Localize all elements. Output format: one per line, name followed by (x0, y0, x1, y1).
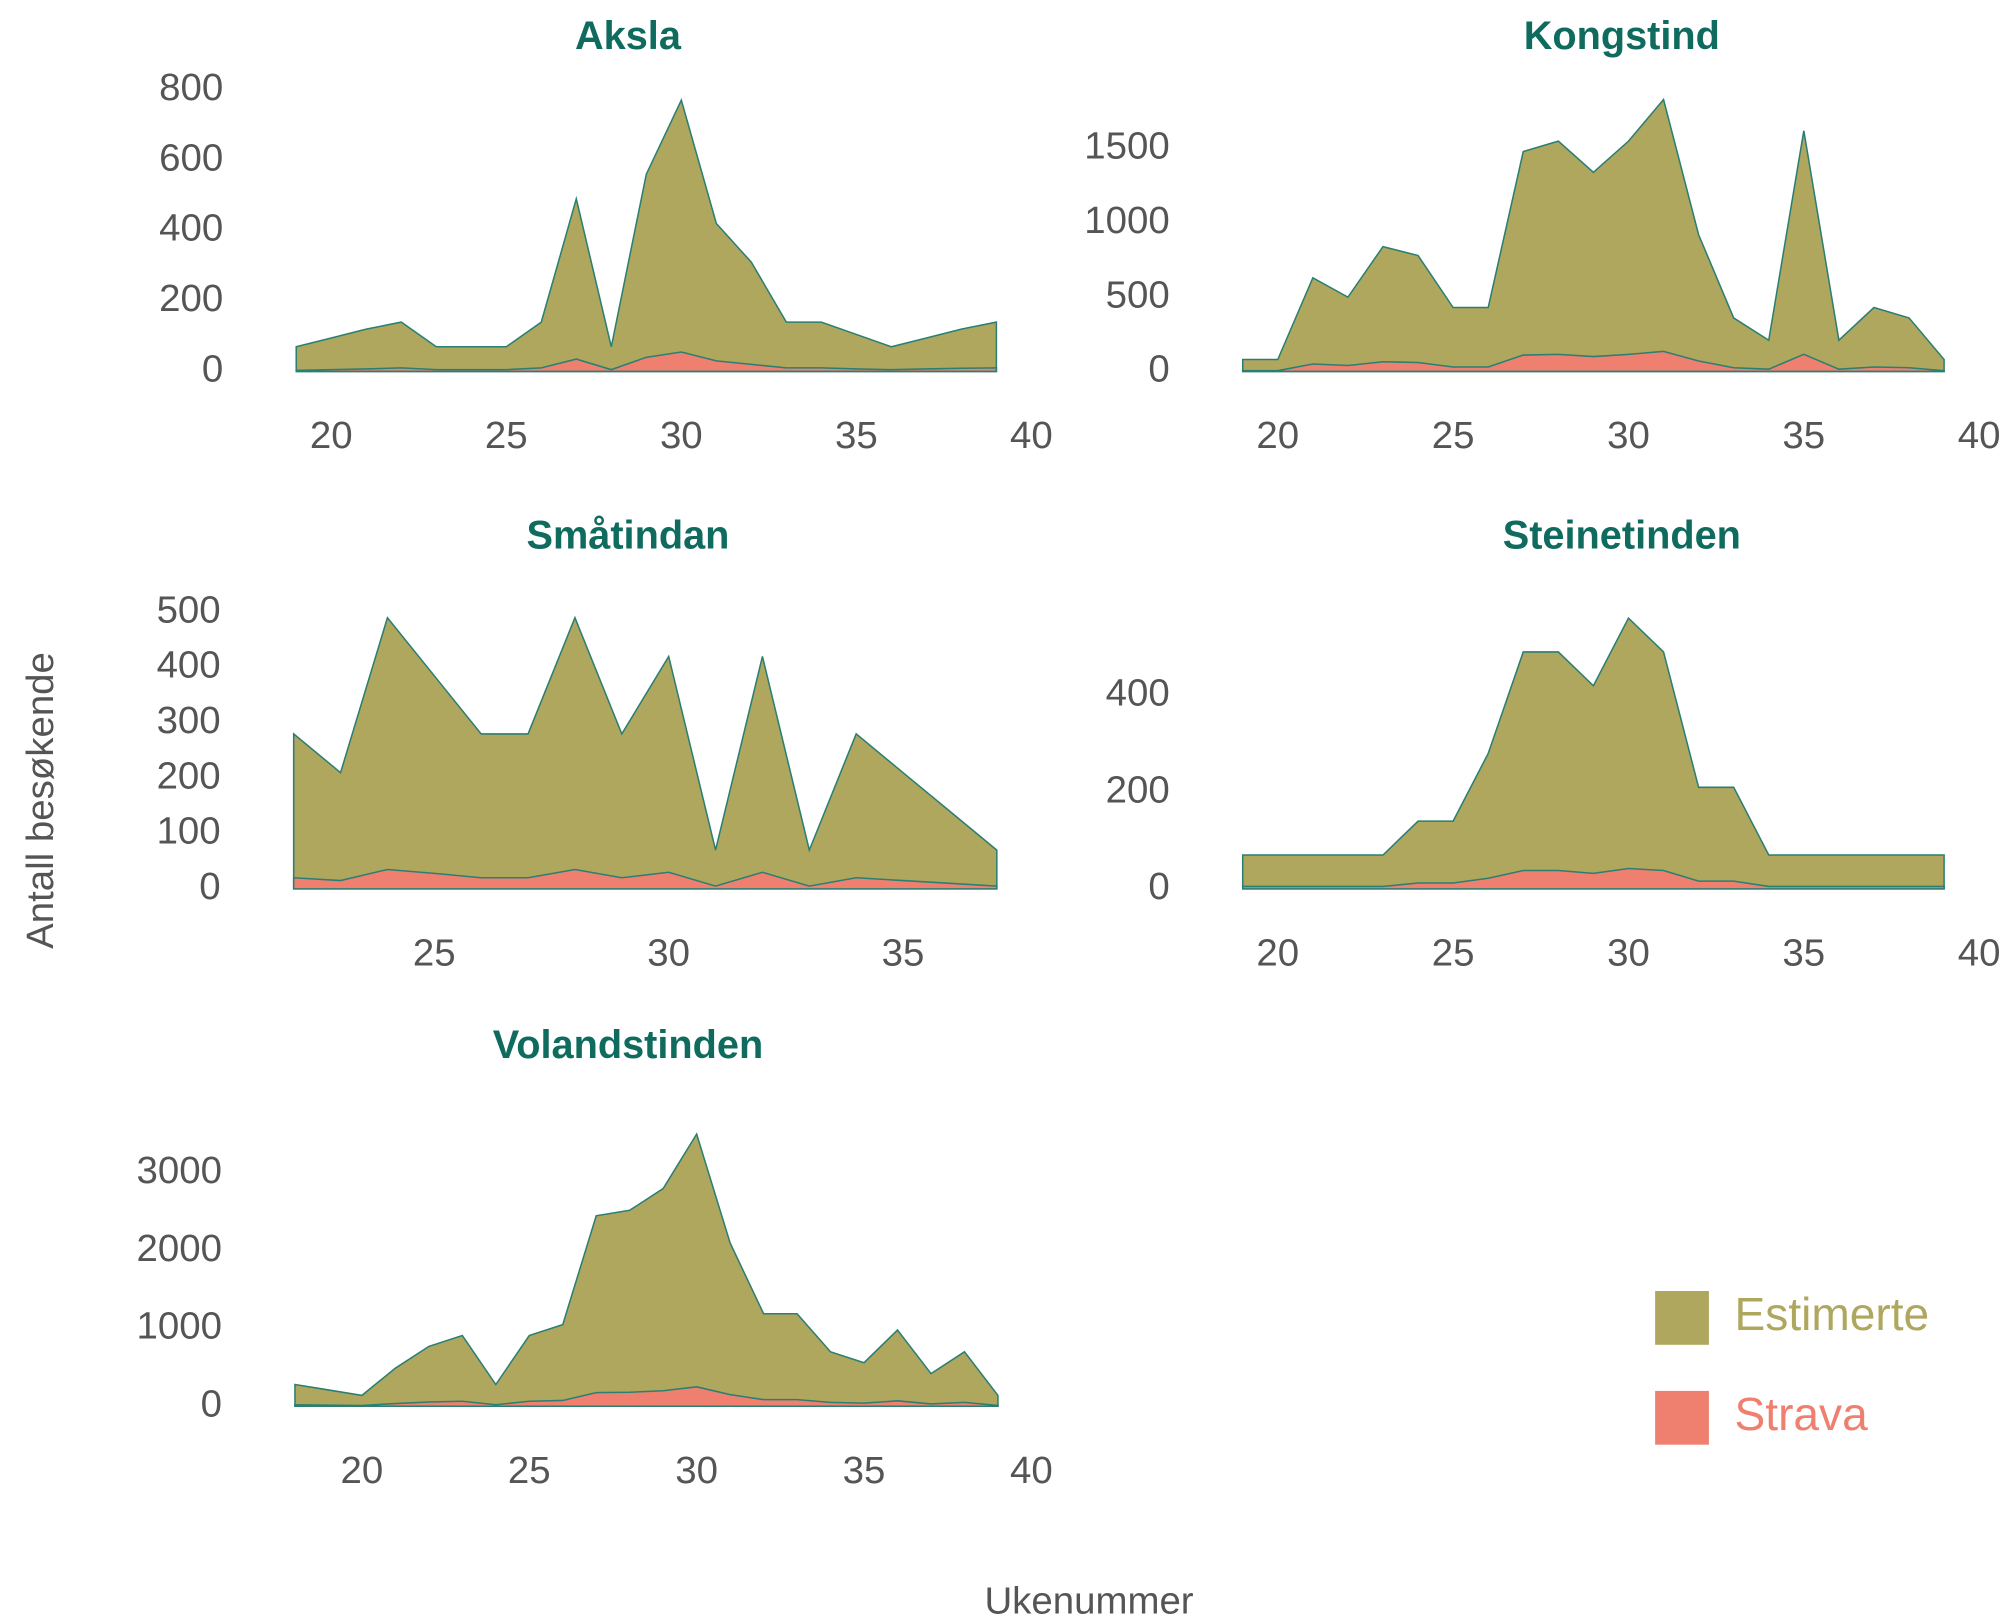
y-tick-label: 1000 (1084, 199, 1169, 242)
x-tick-label: 30 (660, 414, 703, 457)
area (295, 98, 998, 373)
x-tick-label: 25 (413, 932, 456, 975)
area (1241, 97, 1945, 373)
y-axis-label: Antall besøkende (19, 652, 62, 949)
y-tick-label: 400 (159, 207, 223, 250)
panel-title: Småtindan (527, 513, 730, 557)
area (295, 351, 998, 373)
y-tick-label: 0 (1148, 865, 1169, 908)
area (294, 1386, 999, 1408)
x-tick-label: 35 (1782, 414, 1825, 457)
y-tick-label: 1000 (137, 1305, 222, 1348)
y-tick-label: 300 (157, 699, 221, 742)
panel-title: Steinetinden (1503, 513, 1741, 557)
area (1241, 867, 1945, 890)
x-tick-label: 30 (647, 932, 690, 975)
panel-title: Aksla (575, 14, 682, 58)
x-tick-label: 20 (1256, 932, 1299, 975)
y-tick-label: 400 (157, 644, 221, 687)
y-tick-label: 100 (157, 810, 221, 853)
y-tick-label: 1500 (1084, 125, 1169, 168)
y-tick-label: 200 (1106, 768, 1170, 811)
y-tick-label: 0 (201, 1382, 222, 1425)
y-tick-label: 0 (199, 865, 220, 908)
legend-swatch (1655, 1390, 1709, 1445)
legend-swatch (1655, 1291, 1709, 1345)
y-tick-label: 0 (202, 348, 223, 391)
y-tick-label: 200 (157, 754, 221, 797)
x-tick-label: 40 (1010, 414, 1053, 457)
y-tick-label: 400 (1106, 672, 1170, 715)
x-tick-label: 35 (1782, 932, 1825, 975)
panel-title: Volandstinden (493, 1023, 763, 1067)
x-tick-label: 40 (1958, 932, 2001, 975)
y-tick-label: 3000 (137, 1149, 222, 1192)
y-tick-label: 200 (159, 277, 223, 320)
x-tick-label: 35 (835, 414, 878, 457)
y-tick-label: 2000 (137, 1227, 222, 1270)
area (294, 1132, 999, 1408)
x-tick-label: 30 (675, 1449, 718, 1492)
x-tick-label: 40 (1958, 414, 2001, 457)
area (1241, 350, 1945, 373)
x-tick-label: 40 (1010, 1449, 1053, 1492)
x-tick-label: 25 (485, 414, 528, 457)
x-tick-label: 20 (310, 414, 353, 457)
area (1241, 616, 1945, 890)
x-tick-label: 20 (341, 1449, 384, 1492)
y-tick-label: 0 (1148, 348, 1169, 391)
y-tick-label: 500 (1106, 273, 1170, 316)
x-tick-label: 30 (1607, 932, 1650, 975)
area (292, 868, 998, 890)
x-tick-label: 20 (1256, 414, 1299, 457)
y-tick-label: 800 (159, 66, 223, 109)
legend-label: Estimerte (1735, 1288, 1930, 1340)
x-tick-label: 25 (508, 1449, 551, 1492)
x-axis-label: Ukenummer (984, 1580, 1193, 1623)
x-tick-label: 25 (1432, 932, 1475, 975)
x-tick-label: 30 (1607, 414, 1650, 457)
area (292, 615, 998, 890)
legend-label: Strava (1735, 1388, 1869, 1440)
y-tick-label: 500 (157, 588, 221, 631)
y-tick-label: 600 (159, 136, 223, 179)
panel-title: Kongstind (1524, 14, 1720, 58)
x-tick-label: 25 (1432, 414, 1475, 457)
x-tick-label: 35 (882, 932, 925, 975)
x-tick-label: 35 (843, 1449, 886, 1492)
